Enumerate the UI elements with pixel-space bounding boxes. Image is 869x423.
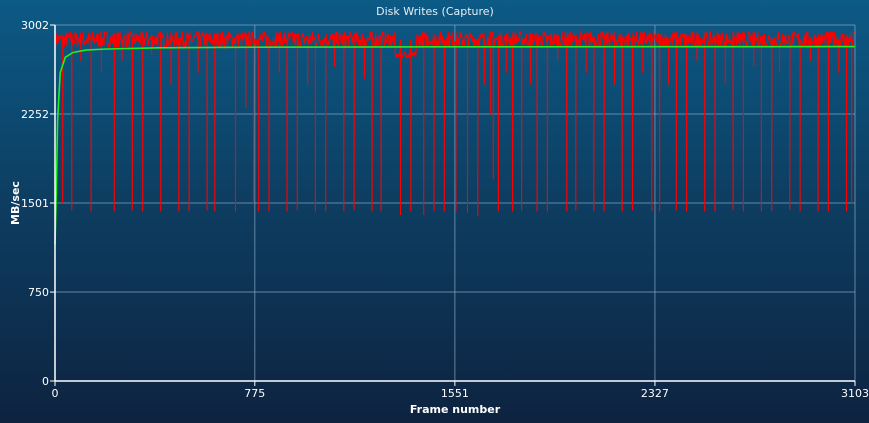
x-tick-label: 1551 <box>441 387 469 400</box>
x-tick-label: 0 <box>52 387 59 400</box>
chart-title: Disk Writes (Capture) <box>376 5 494 18</box>
y-tick-label: 750 <box>28 286 49 299</box>
series-average <box>54 45 856 245</box>
y-tick-label: 3002 <box>21 19 49 32</box>
y-tick-label: 1501 <box>21 197 49 210</box>
series-layer <box>54 29 856 245</box>
x-axis-label: Frame number <box>410 403 501 416</box>
y-tick-label: 0 <box>42 375 49 388</box>
x-tick-label: 775 <box>244 387 265 400</box>
x-tick-label: 3103 <box>841 387 869 400</box>
x-tick-label: 2327 <box>641 387 669 400</box>
y-tick-label: 2252 <box>21 108 49 121</box>
y-axis-label: MB/sec <box>9 181 22 225</box>
series-disk-writes <box>54 29 855 217</box>
tick-layer: 0 750 1501 2252 3002 0 775 1551 2327 3103 <box>21 19 869 400</box>
grid-layer <box>55 24 856 381</box>
